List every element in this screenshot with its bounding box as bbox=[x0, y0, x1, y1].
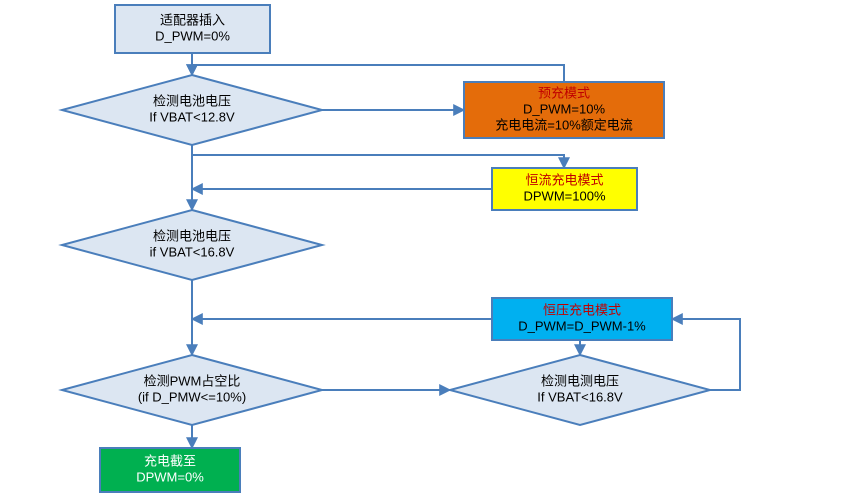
node-precharge-line-1: D_PWM=10% bbox=[523, 101, 605, 116]
node-cc-line-0: 恒流充电模式 bbox=[525, 172, 603, 187]
node-start: 适配器插入D_PWM=0% bbox=[115, 5, 270, 53]
node-start-line-0: 适配器插入 bbox=[160, 12, 225, 27]
node-d2-line-1: if VBAT<16.8V bbox=[150, 244, 235, 259]
node-d2-line-0: 检测电池电压 bbox=[153, 228, 231, 243]
node-start-line-1: D_PWM=0% bbox=[155, 28, 230, 43]
node-cv-line-1: D_PWM=D_PWM-1% bbox=[518, 318, 646, 333]
node-precharge-line-0: 预充模式 bbox=[538, 85, 590, 100]
edge-d4-cv bbox=[672, 319, 740, 390]
node-d4-line-1: If VBAT<16.8V bbox=[537, 389, 623, 404]
node-d1: 检测电池电压If VBAT<12.8V bbox=[62, 75, 322, 145]
edge-precharge-d1 bbox=[192, 65, 564, 82]
node-d3-line-0: 检测PWM占空比 bbox=[144, 373, 241, 388]
node-end: 充电截至DPWM=0% bbox=[100, 448, 240, 492]
node-d3-line-1: (if D_PMW<=10%) bbox=[138, 389, 246, 404]
node-d2: 检测电池电压if VBAT<16.8V bbox=[62, 210, 322, 280]
node-d3: 检测PWM占空比(if D_PMW<=10%) bbox=[62, 355, 322, 425]
node-d4-line-0: 检测电测电压 bbox=[541, 373, 619, 388]
node-precharge-line-2: 充电电流=10%额定电流 bbox=[495, 117, 633, 132]
node-precharge: 预充模式D_PWM=10%充电电流=10%额定电流 bbox=[464, 82, 664, 138]
node-end-line-0: 充电截至 bbox=[144, 453, 196, 468]
node-d1-line-1: If VBAT<12.8V bbox=[149, 109, 235, 124]
node-d4: 检测电测电压If VBAT<16.8V bbox=[450, 355, 710, 425]
node-cc-line-1: DPWM=100% bbox=[524, 188, 606, 203]
node-end-line-1: DPWM=0% bbox=[136, 469, 204, 484]
node-d1-line-0: 检测电池电压 bbox=[153, 93, 231, 108]
node-cv: 恒压充电模式D_PWM=D_PWM-1% bbox=[492, 298, 672, 340]
node-cc: 恒流充电模式DPWM=100% bbox=[492, 168, 637, 210]
node-cv-line-0: 恒压充电模式 bbox=[543, 302, 621, 317]
